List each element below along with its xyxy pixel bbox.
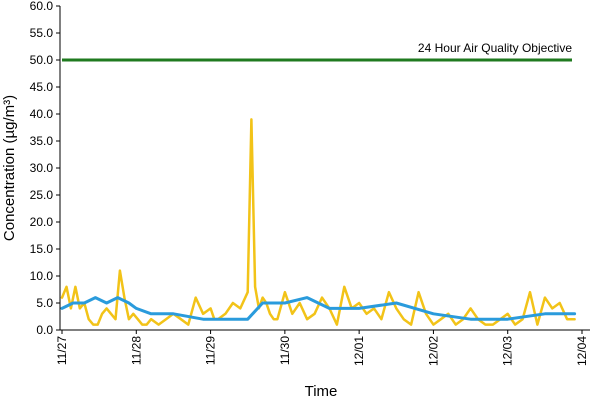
- x-tick-label: 11/28: [129, 336, 143, 365]
- y-tick-label: 5.0: [36, 296, 53, 310]
- y-tick-label: 60.0: [30, 0, 54, 13]
- y-tick-label: 50.0: [30, 53, 54, 67]
- x-tick-label: 11/30: [278, 336, 292, 365]
- y-tick-label: 35.0: [30, 134, 54, 148]
- y-tick-label: 15.0: [30, 242, 54, 256]
- y-axis: 0.0 5.0 10.0 15.0 20.0 25.0 30.0 35.0 40.0 45.0 50…: [30, 0, 61, 337]
- objective-annotation: 24 Hour Air Quality Objective: [418, 41, 572, 55]
- y-tick-label: 30.0: [30, 161, 54, 175]
- y-axis-title: Concentration (µg/m³): [1, 95, 18, 241]
- x-tick-label: 12/03: [501, 336, 515, 366]
- x-axis: 11/27 11/28 11/29 11/30 12/01 12/02 12/03 12/04: [55, 329, 590, 366]
- x-tick-label: 11/27: [55, 336, 69, 365]
- y-tick-label: 40.0: [30, 107, 54, 121]
- y-tick-label: 45.0: [30, 80, 54, 94]
- y-tick-label: 55.0: [30, 26, 54, 40]
- x-tick-label: 12/02: [426, 336, 440, 366]
- x-tick-label: 11/29: [204, 336, 218, 365]
- x-tick-label: 12/04: [575, 336, 589, 366]
- y-tick-label: 10.0: [30, 269, 54, 283]
- series-line-1: [60, 118, 576, 326]
- y-tick-label: 0.0: [36, 323, 53, 337]
- x-tick-label: 12/01: [352, 336, 366, 366]
- series-line-2: [60, 296, 577, 321]
- x-axis-title: Time: [305, 383, 338, 400]
- y-tick-label: 20.0: [30, 215, 54, 229]
- y-tick-label: 25.0: [30, 188, 54, 202]
